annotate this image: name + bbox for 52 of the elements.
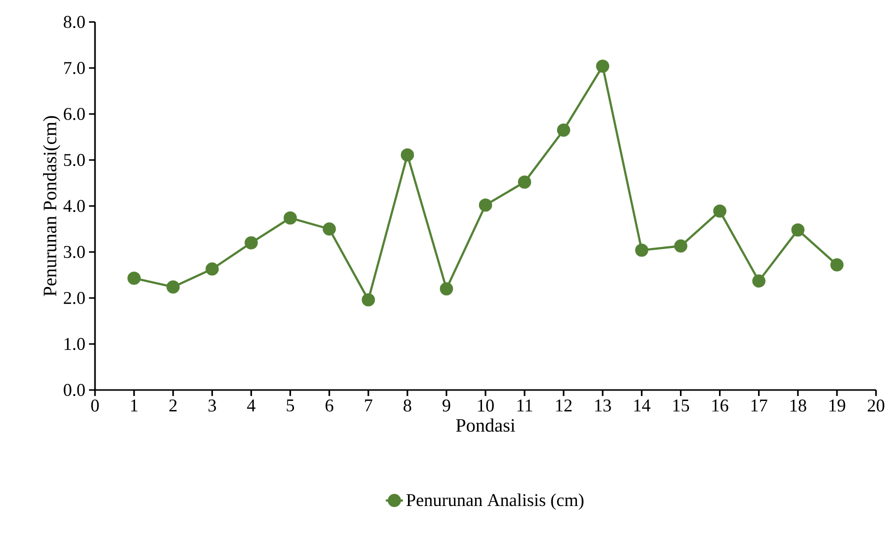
y-tick-label: 4.0 — [63, 200, 85, 212]
point — [127, 272, 141, 285]
x-tick-label: 14 — [634, 400, 650, 412]
x-tick-label: 18 — [790, 400, 806, 412]
x-tick-label: 0 — [91, 400, 99, 412]
point — [478, 198, 492, 212]
x-tick-label: 13 — [595, 400, 611, 412]
y-tick-label: 5.0 — [64, 154, 85, 166]
point — [400, 148, 414, 162]
y-tick-label: 3.0 — [64, 246, 85, 258]
x-tick-label: 12 — [556, 400, 572, 412]
point — [244, 236, 258, 250]
point — [518, 175, 532, 189]
x-tick-label: 1 — [131, 400, 138, 412]
x-tick-label: 11 — [518, 400, 532, 412]
point — [440, 282, 454, 296]
x-tick-label: 3 — [208, 400, 216, 412]
point — [206, 262, 219, 276]
x-tick-label: 20 — [868, 400, 884, 412]
x-tick-label: 17 — [751, 400, 768, 412]
point — [752, 274, 766, 288]
point — [635, 244, 648, 257]
point — [362, 293, 375, 306]
x-tick-label: 10 — [478, 400, 494, 412]
x-tick-label: 8 — [404, 400, 412, 412]
y-tick-label: 7.0 — [64, 62, 85, 74]
x-tick-label: 9 — [442, 400, 450, 412]
y-tick-label: 0.0 — [64, 384, 85, 396]
point — [166, 280, 180, 294]
point — [596, 60, 610, 73]
y-tick-label: 1.0 — [64, 338, 85, 350]
point — [791, 223, 804, 237]
y-tick-label: 8.0 — [64, 16, 85, 28]
point — [322, 222, 336, 236]
x-tick-label: 4 — [247, 400, 256, 412]
y-tick-label: 2.0 — [64, 292, 85, 304]
y-axis-title: Penurunan Pondasi(cm) — [43, 116, 60, 296]
x-tick-label: 16 — [712, 400, 728, 412]
x-tick-label: 19 — [830, 400, 846, 412]
x-tick-label: 5 — [286, 400, 294, 412]
x-tick-label: 2 — [169, 400, 177, 412]
x-axis-title: Pondasi — [456, 418, 516, 432]
point — [713, 204, 726, 218]
x-tick-label: 6 — [326, 400, 334, 412]
x-tick-label: 7 — [365, 400, 372, 412]
x-tick-label: 15 — [673, 400, 690, 412]
point — [557, 124, 570, 137]
legend-label: Penurunan Analisis (cm) — [406, 494, 584, 510]
point — [674, 239, 688, 253]
point — [830, 258, 844, 272]
point — [284, 211, 297, 225]
y-tick-label: 6.0 — [64, 108, 85, 120]
